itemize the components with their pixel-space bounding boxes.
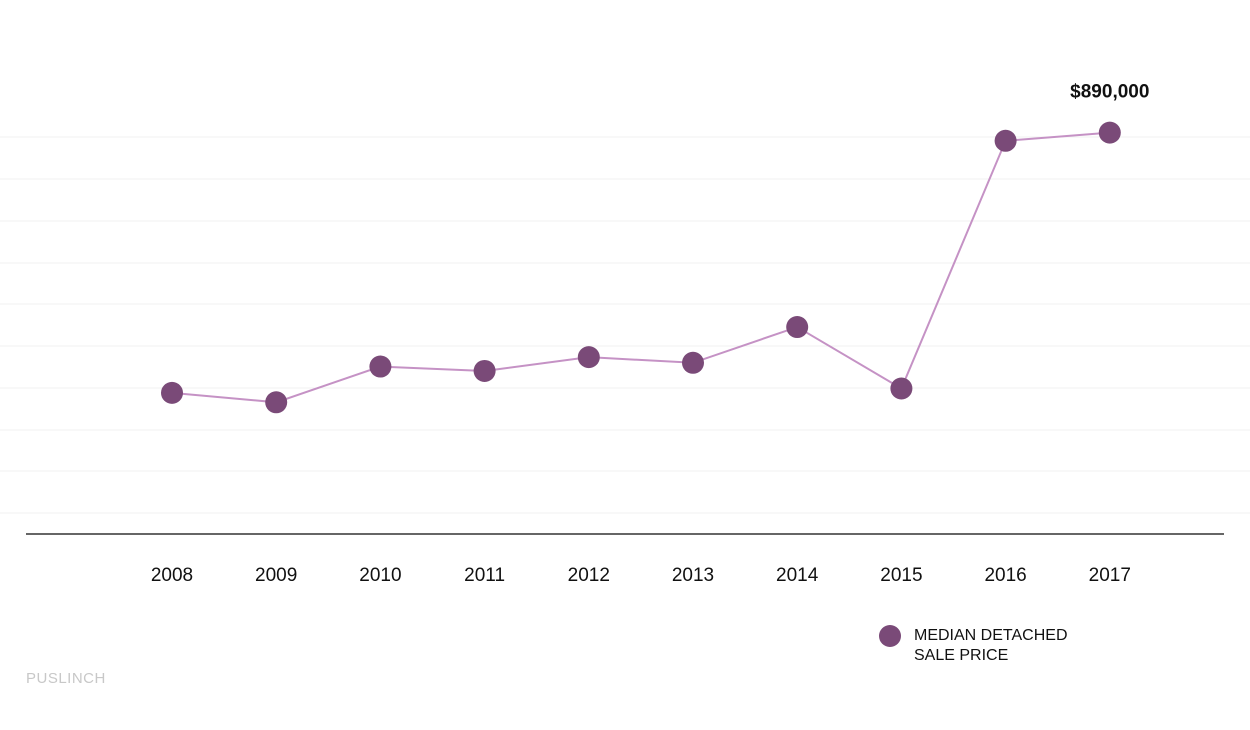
x-tick-label: 2011 [464, 565, 505, 586]
data-point [682, 351, 704, 374]
data-label: $890,000 [1070, 82, 1149, 103]
annotations: $890,000 [1070, 82, 1149, 103]
gridlines [0, 136, 1250, 514]
data-point [265, 391, 288, 414]
x-axis-tick-labels: 2008 2009 2010 2011 2012 2013 2014 2015 2016 2017 [151, 565, 1131, 586]
legend: MEDIAN DETACHED SALE PRICE [879, 625, 1089, 666]
data-point [473, 359, 496, 382]
x-tick-label: 2013 [672, 565, 714, 586]
legend-swatch-icon [879, 625, 901, 647]
x-tick-label: 2014 [776, 565, 819, 586]
data-point [369, 355, 392, 378]
data-point [890, 377, 913, 400]
x-tick-label: 2010 [359, 565, 401, 586]
x-tick-label: 2009 [255, 565, 297, 586]
x-tick-label: 2017 [1089, 565, 1131, 586]
region-label: PUSLINCH [26, 670, 106, 687]
data-points [161, 121, 1121, 414]
series-line [171, 131, 1110, 404]
data-point [1098, 121, 1121, 144]
x-tick-label: 2012 [568, 565, 610, 586]
data-point [786, 316, 809, 339]
legend-label: MEDIAN DETACHED SALE PRICE [914, 627, 1068, 664]
data-point [161, 381, 183, 404]
x-tick-label: 2015 [880, 565, 922, 586]
x-tick-label: 2008 [151, 565, 193, 586]
x-tick-label: 2016 [984, 565, 1026, 586]
data-point [577, 346, 600, 369]
data-point [994, 129, 1017, 152]
